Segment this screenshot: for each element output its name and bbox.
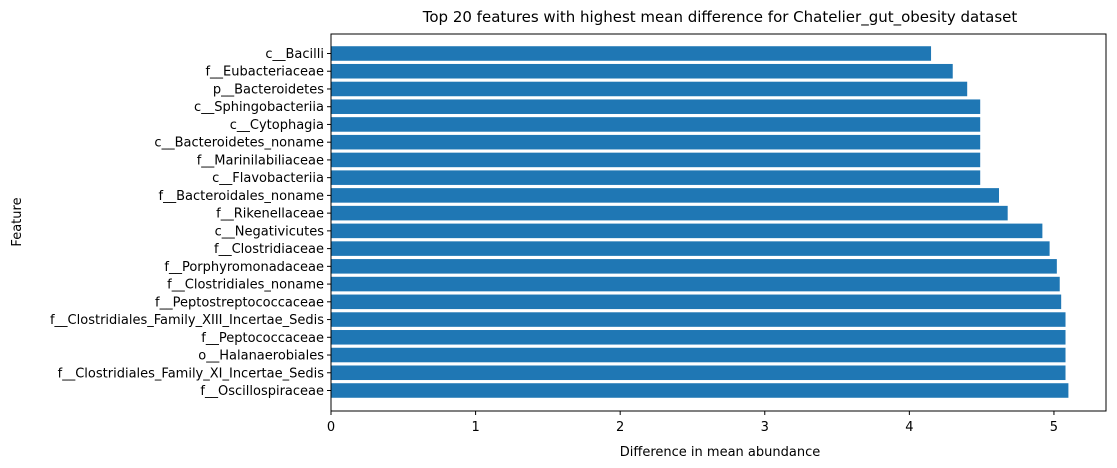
y-axis-ticks: c__Bacilli f__Eubacteriaceae p__Bacteroide… [50, 47, 331, 399]
bar [331, 330, 1066, 345]
y-tick-label: f__Marinilabiliaceae [197, 153, 324, 168]
bar [331, 63, 953, 79]
bar [331, 241, 1050, 256]
bar [331, 347, 1066, 363]
bar [331, 383, 1069, 398]
y-axis-label: Feature [10, 197, 25, 246]
plot-frame [330, 33, 1107, 412]
x-tick-label: 4 [905, 420, 913, 435]
bar [331, 276, 1060, 292]
bars-group [331, 46, 1069, 398]
chart-title: Top 20 features with highest mean differ… [422, 8, 1018, 27]
bar [331, 117, 981, 132]
bar [331, 205, 1008, 221]
y-tick-label: f__Clostridiales_Family_XIII_Incertae_Se… [50, 313, 324, 328]
y-tick-label: f__Clostridiaceae [214, 242, 324, 257]
x-tick-label: 1 [471, 420, 479, 435]
x-tick-label: 2 [616, 420, 624, 435]
y-tick-label: f__Peptostreptococcaceae [155, 295, 324, 310]
x-axis-ticks: 0 1 2 3 4 5 [327, 411, 1058, 435]
bar [331, 259, 1057, 274]
bar [331, 188, 1000, 203]
bar [331, 81, 968, 97]
bar [331, 294, 1062, 310]
y-tick-label: c__Flavobacteriia [212, 171, 324, 186]
bar [331, 152, 981, 168]
y-tick-label: c__Bacteroidetes_noname [154, 136, 324, 151]
bar [331, 134, 981, 150]
bar [331, 312, 1066, 327]
y-tick-label: c__Negativicutes [215, 224, 325, 239]
x-tick-label: 3 [761, 420, 769, 435]
y-tick-label: c__Cytophagia [230, 118, 324, 133]
y-tick-label: f__Clostridiales_noname [167, 278, 324, 293]
y-tick-label: p__Bacteroidetes [213, 82, 324, 97]
y-tick-label: f__Clostridiales_Family_XI_Incertae_Sedi… [58, 366, 325, 381]
y-tick-label: f__Bacteroidales_noname [159, 189, 325, 204]
y-tick-label: f__Eubacteriaceae [205, 65, 324, 80]
y-tick-label: c__Bacilli [265, 47, 324, 62]
bar [331, 99, 981, 114]
y-tick-label: f__Porphyromonadaceae [164, 260, 324, 275]
bar [331, 365, 1066, 381]
bar [331, 170, 981, 185]
x-tick-label: 5 [1050, 420, 1058, 435]
x-tick-label: 0 [327, 420, 335, 435]
x-axis-label: Difference in mean abundance [620, 445, 820, 460]
y-tick-label: f__Oscillospiraceae [200, 384, 324, 399]
y-tick-label: f__Peptococcaceae [201, 331, 324, 346]
bar [331, 223, 1043, 239]
bar [331, 46, 932, 61]
y-tick-label: o__Halanaerobiales [198, 349, 324, 364]
y-tick-label: f__Rikenellaceae [216, 207, 324, 222]
y-tick-label: c__Sphingobacteriia [194, 100, 324, 115]
